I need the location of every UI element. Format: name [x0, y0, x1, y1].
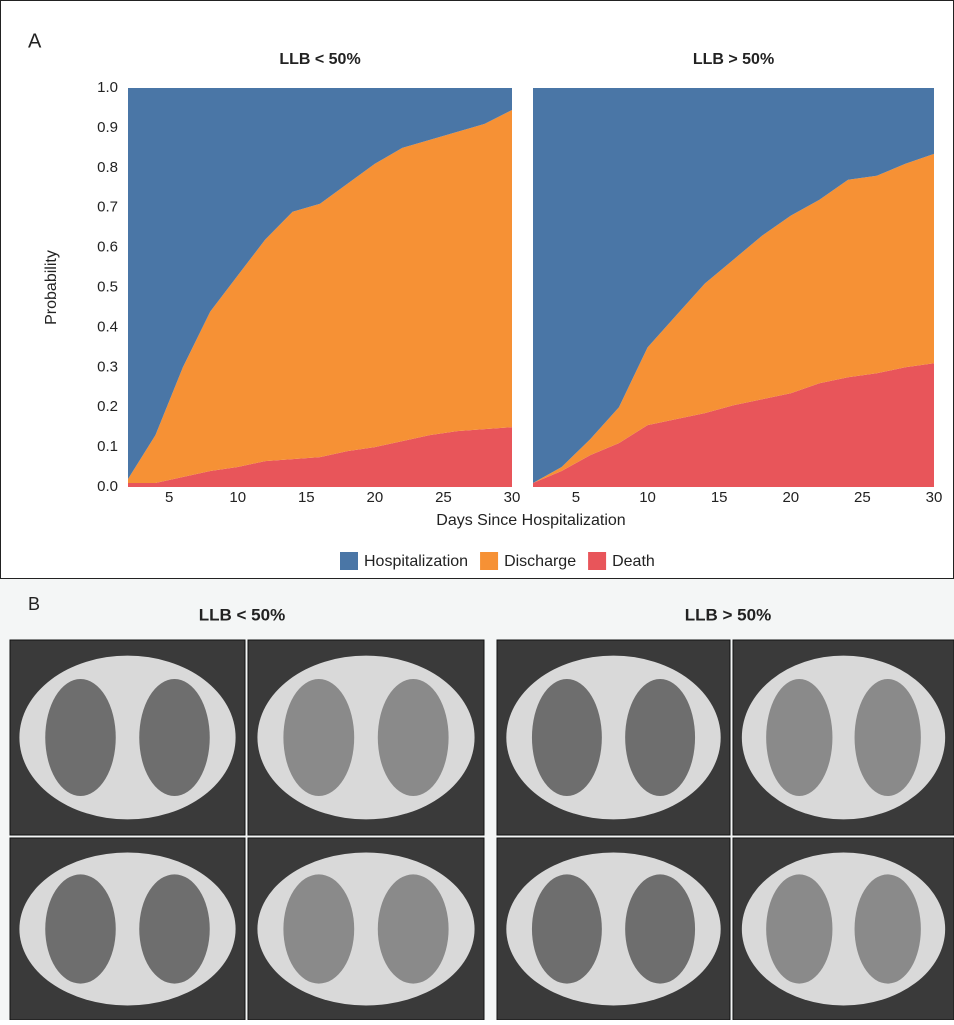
- x-tick-label: 20: [782, 489, 799, 506]
- area: [533, 363, 934, 487]
- ct-lung: [377, 679, 449, 796]
- y-tick-label: 0.7: [97, 199, 118, 216]
- x-tick-label: 10: [639, 489, 656, 506]
- legend-swatch: [480, 552, 499, 570]
- ct-lung: [625, 874, 696, 984]
- x-tick-label: 5: [165, 489, 173, 506]
- x-tick-label: 25: [435, 489, 452, 506]
- y-tick-label: 0.5: [97, 278, 118, 295]
- x-tick-label: 30: [926, 489, 943, 506]
- panel-label: B: [28, 594, 40, 614]
- y-tick-label: 0.3: [97, 358, 118, 375]
- y-tick-label: 0.8: [97, 159, 118, 176]
- x-tick-label: 10: [229, 489, 246, 506]
- x-tick-label: 5: [572, 489, 580, 506]
- y-tick-label: 0.2: [97, 398, 118, 415]
- legend-swatch: [588, 552, 607, 570]
- ct-lung: [139, 679, 210, 796]
- ct-lung: [45, 679, 116, 796]
- legend-swatch: [340, 552, 358, 570]
- panel-label: A: [28, 30, 42, 52]
- ct-lung: [854, 874, 921, 984]
- ct-lung: [139, 874, 210, 984]
- y-tick-label: 0.9: [97, 119, 118, 136]
- ct-images: [9, 639, 954, 1021]
- y-axis-label: Probability: [43, 250, 60, 325]
- legend-label: Hospitalization: [364, 553, 468, 570]
- x-axis-label: Days Since Hospitalization: [436, 512, 625, 529]
- ct-lung: [531, 874, 602, 984]
- ct-lung: [283, 874, 355, 984]
- ct-lung: [854, 679, 921, 796]
- ct-lung: [45, 874, 116, 984]
- y-tick-label: 0.4: [97, 318, 118, 335]
- legend-label: Discharge: [504, 553, 576, 570]
- ct-lung: [766, 874, 833, 984]
- y-tick-label: 0.0: [97, 478, 118, 495]
- ct-lung: [531, 679, 602, 796]
- x-tick-label: 15: [298, 489, 315, 506]
- y-tick-label: 0.1: [97, 438, 118, 455]
- chart-title: LLB < 50%: [279, 51, 360, 68]
- x-tick-label: 20: [367, 489, 384, 506]
- y-tick-label: 1.0: [97, 79, 118, 96]
- area: [128, 88, 512, 480]
- ct-lung: [283, 679, 355, 796]
- image-group-title: LLB < 50%: [199, 605, 285, 624]
- area: [128, 109, 512, 484]
- ct-lung: [377, 874, 449, 984]
- area: [533, 153, 934, 484]
- ct-lung: [766, 679, 833, 796]
- legend-label: Death: [612, 553, 655, 570]
- x-tick-label: 25: [854, 489, 871, 506]
- area: [533, 88, 934, 484]
- chart-title: LLB > 50%: [693, 51, 774, 68]
- x-tick-label: 15: [711, 489, 728, 506]
- y-tick-label: 0.6: [97, 239, 118, 256]
- image-group-title: LLB > 50%: [685, 605, 771, 624]
- ct-lung: [625, 679, 696, 796]
- x-tick-label: 30: [504, 489, 521, 506]
